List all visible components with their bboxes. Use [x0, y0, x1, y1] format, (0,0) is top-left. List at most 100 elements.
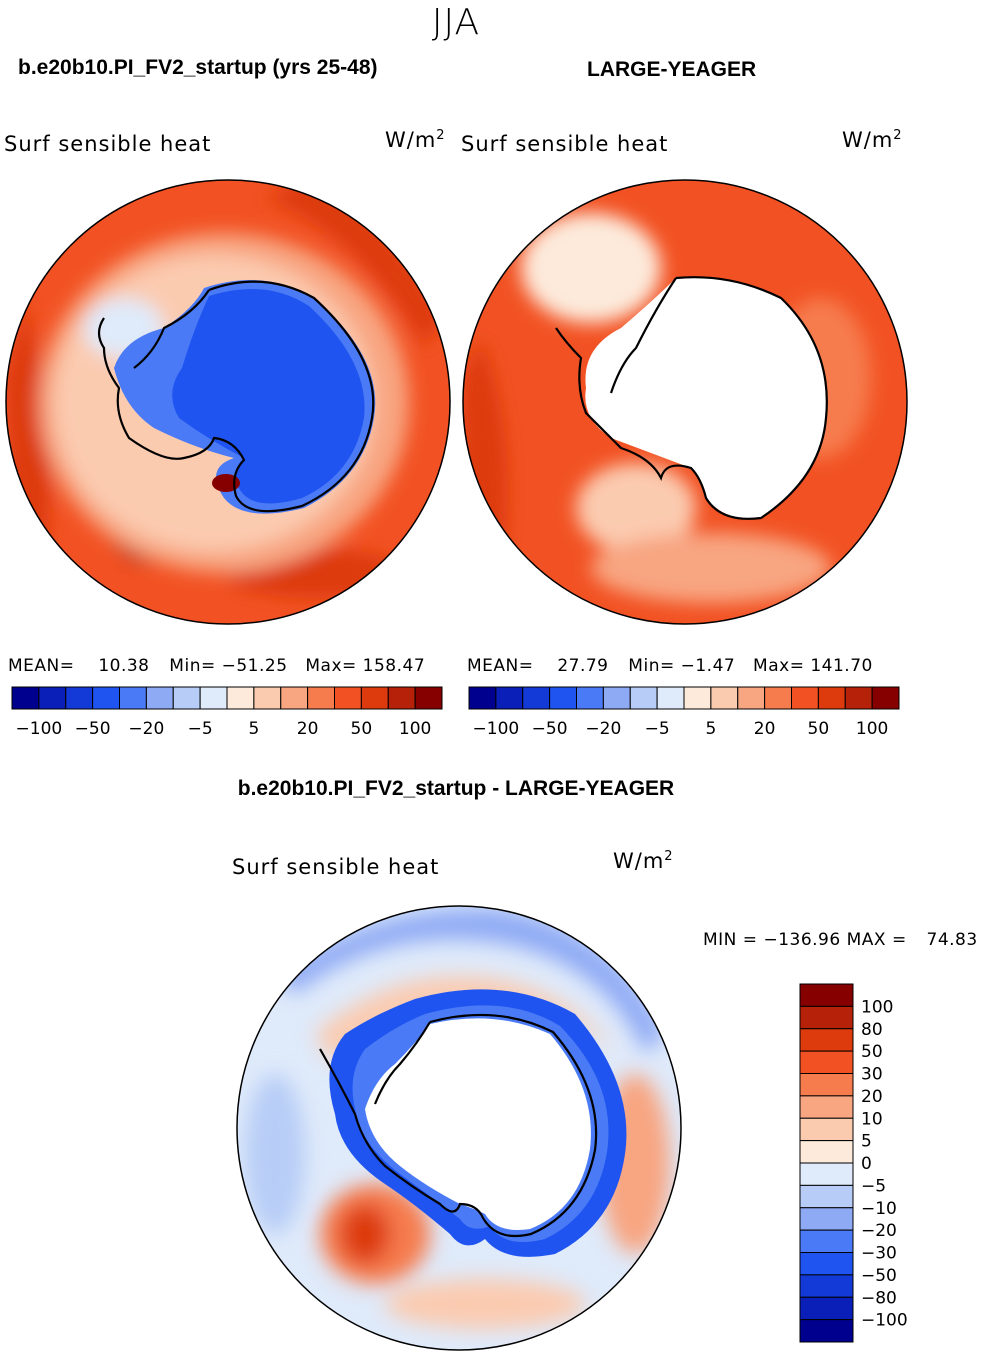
panel2-colorbar-tick: −50 [532, 719, 568, 739]
panel1-colorbar-swatch [253, 686, 282, 710]
panel1-colorbar-swatch [280, 686, 309, 710]
panel3-colorbar-tick: 5 [861, 1132, 872, 1152]
panel2-colorbar-swatch [710, 686, 739, 710]
panel3-colorbar-swatch [799, 1296, 854, 1321]
panel1-colorbar-swatch [360, 686, 389, 710]
panel1-colorbar-swatch [11, 686, 40, 710]
panel1-colorbar-swatch [38, 686, 67, 710]
panel2-colorbar-swatch [602, 686, 631, 710]
panel2-units-label: W/m2 [842, 128, 903, 152]
panel2-colorbar-swatch [629, 686, 658, 710]
panel3-max-label: MAX = [846, 930, 907, 950]
panel3-colorbar-swatch [799, 1207, 854, 1231]
panel3-colorbar-swatch [799, 1319, 854, 1343]
panel3-positive-arc [315, 976, 615, 1064]
panel2-colorbar-swatch [468, 686, 497, 710]
panel3-negative-arc-north [275, 908, 665, 1054]
panel3-colorbar-swatch [799, 1184, 854, 1209]
panel2-colorbar-swatch [549, 686, 577, 710]
panel1-colorbar-tick: 100 [399, 719, 431, 739]
panel2-colorbar-tick: 50 [808, 719, 830, 739]
panel2-polar-map [462, 179, 908, 625]
panel3-positive-south [385, 1279, 585, 1329]
panel2-antarctica-mask [585, 277, 827, 519]
panel3-colorbar-swatch [799, 1073, 854, 1097]
panel1-colorbar-swatch [172, 686, 201, 710]
panel3-colorbar-tick: 50 [861, 1042, 883, 1062]
season-title: JJA [431, 2, 481, 43]
panel1-colorbar-tick: −5 [188, 719, 213, 739]
panel1-mean-label: MEAN= [8, 656, 75, 676]
panel2-colorbar-swatch [791, 686, 819, 710]
panel2-min-value: −1.47 [680, 656, 736, 676]
panel1-map-border [5, 179, 451, 625]
panel3-colorbar-tick: −20 [861, 1221, 897, 1241]
panel2-colorbar-tick: 20 [754, 719, 776, 739]
panel1-max-label: Max= [305, 656, 357, 676]
panel1-colorbar-swatch [387, 686, 416, 710]
panel1-colorbar-swatch [119, 686, 147, 710]
panel3-colorbar-tick: 20 [861, 1087, 883, 1107]
panel3-variable-label: Surf sensible heat [232, 855, 440, 879]
panel2-coastline [555, 276, 828, 520]
panel2-colorbar-swatch [576, 686, 604, 710]
panel1-band-northeast [264, 180, 444, 348]
panel1-colorbar-swatch [92, 686, 120, 710]
panel3-units-label: W/m2 [613, 849, 674, 873]
panel3-colorbar-swatch [799, 983, 854, 1007]
panel2-case-title: LARGE-YEAGER [587, 58, 757, 81]
panel3-negative-west [245, 1074, 305, 1234]
panel2-colorbar-swatch [737, 686, 766, 710]
panel3-max-value: 74.83 [926, 930, 978, 950]
panel3-colorbar-swatch [799, 1095, 854, 1119]
panel3-min-label: MIN = [703, 930, 758, 950]
panel3-colorbar-swatch [799, 1140, 854, 1164]
panel3-antarctica-mask [365, 1018, 591, 1230]
panel1-colorbar-swatch [307, 686, 335, 710]
panel2-min-label: Min= [628, 656, 675, 676]
panel2-colorbar-swatch [656, 686, 685, 710]
panel2-colorbar-swatch [844, 686, 873, 710]
panel2-max-label: Max= [753, 656, 805, 676]
panel1-colorbar-swatch [65, 686, 94, 710]
panel2-max-value: 141.70 [810, 656, 873, 676]
panel3-colorbar-tick: −5 [861, 1176, 886, 1196]
panel1-min-value: −51.25 [221, 656, 288, 676]
panel2-colorbar-swatch [522, 686, 551, 710]
panel3-colorbar-swatch [799, 1028, 854, 1052]
panel1-min-label: Min= [169, 656, 216, 676]
panel1-case-title: b.e20b10.PI_FV2_startup (yrs 25-48) [18, 56, 378, 79]
panel1-colorbar-swatch [199, 686, 228, 710]
panel2-colorbar-swatch [764, 686, 792, 710]
panel1-colorbar-tick: −20 [128, 719, 164, 739]
panel1-coastline [97, 280, 375, 513]
panel2-colorbar-tick: 5 [705, 719, 716, 739]
panel3-colorbar-swatch [799, 1117, 854, 1142]
panel1-colorbar-tick: 50 [351, 719, 373, 739]
panel1-variable-label: Surf sensible heat [4, 132, 212, 156]
panel1-mean-value: 10.38 [98, 656, 150, 676]
panel2-colorbar-tick: −20 [585, 719, 621, 739]
panel3-max-southwest [340, 1204, 390, 1264]
panel3-colorbar-swatch [799, 1162, 854, 1186]
panel1-stats: MEAN= 10.38 Min= −51.25 Max= 158.47 [8, 656, 425, 676]
panel3-colorbar-swatch [799, 1229, 854, 1253]
panel2-mean-value: 27.79 [557, 656, 609, 676]
panel3-min-value: −136.96 [763, 930, 841, 950]
panel3-colorbar-swatch [799, 1252, 854, 1276]
panel2-colorbar: −100 −50 −20 −5 5 20 50 100 [468, 686, 900, 739]
panel2-warm-north [521, 213, 661, 323]
panel1-colorbar-tick: 20 [297, 719, 319, 739]
diff-title: b.e20b10.PI_FV2_startup - LARGE-YEAGER [237, 777, 675, 800]
panel2-colorbar-swatch [871, 686, 900, 710]
panel1-colorbar-swatch [226, 686, 255, 710]
panel1-colorbar-swatch [334, 686, 362, 710]
panel1-colorbar-tick: 5 [248, 719, 259, 739]
panel2-colorbar-tick: 100 [856, 719, 888, 739]
panel3-colorbar-swatch [799, 1050, 854, 1074]
panel3-colorbar-swatch [799, 1005, 854, 1030]
panel3-colorbar-tick: 10 [861, 1109, 883, 1129]
panel3-colorbar-tick: −30 [861, 1244, 897, 1264]
panel3-colorbar-swatch [799, 1274, 854, 1298]
